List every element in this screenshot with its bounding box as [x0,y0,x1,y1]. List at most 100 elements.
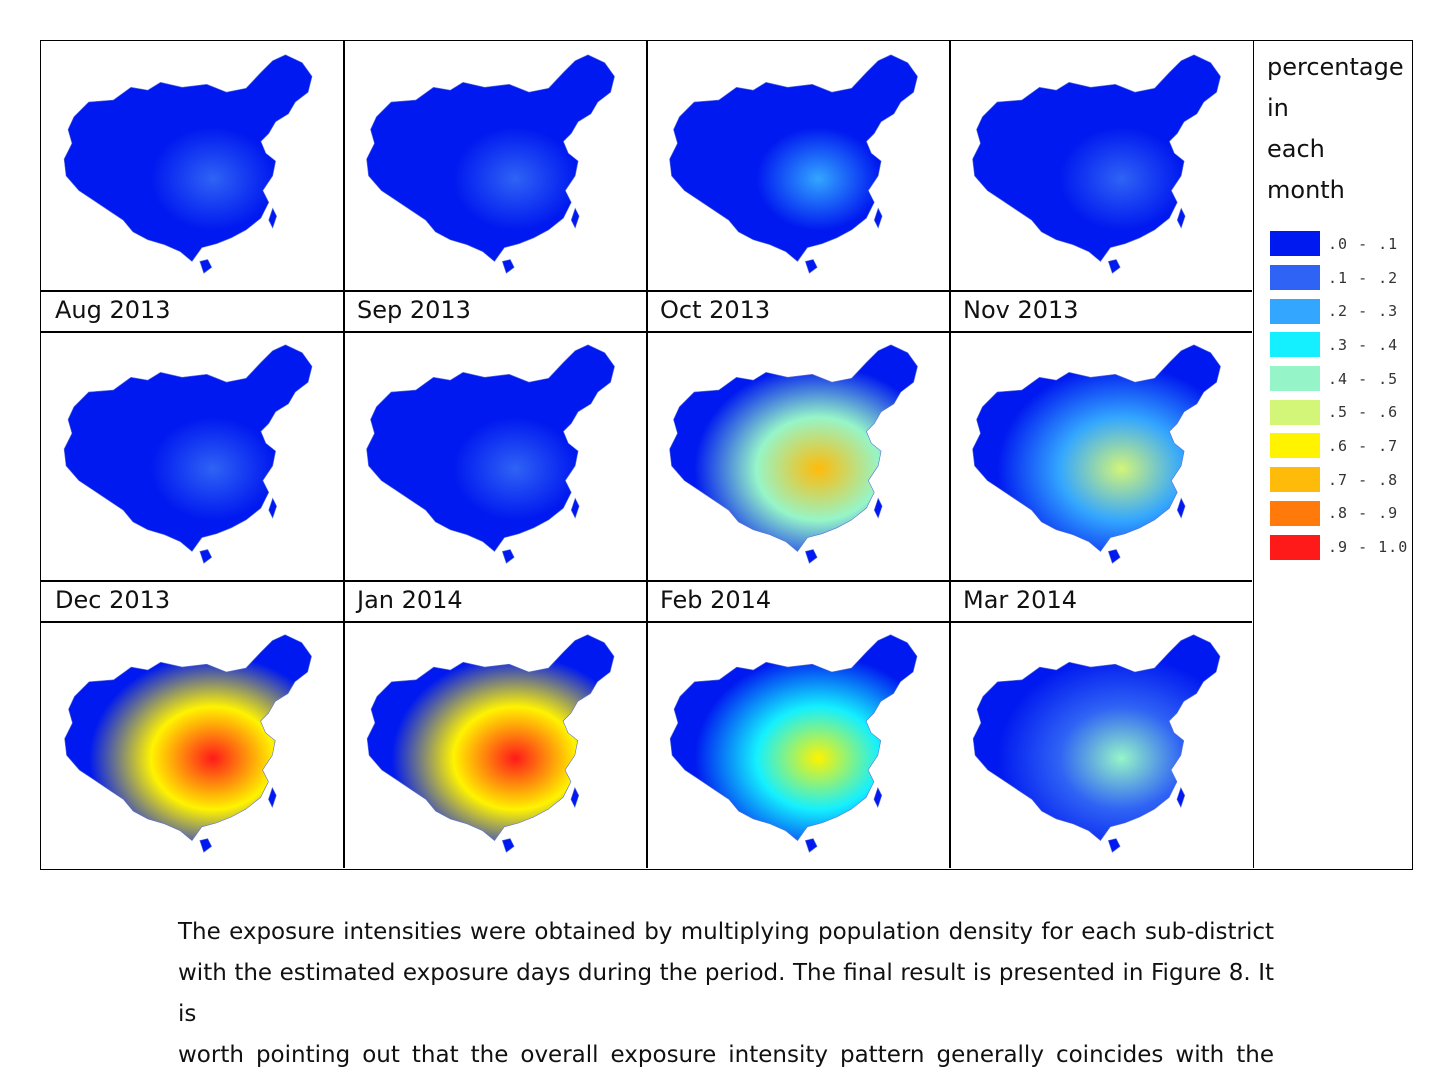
month-label: Mar 2014 [963,586,1077,614]
legend-title-line: percentage [1267,53,1404,81]
map-region-taiwan [873,497,883,519]
body-line: worth pointing out that the overall expo… [178,1042,1274,1068]
china-map [63,344,313,564]
map-panel [345,623,644,866]
map-region-hainan [199,838,212,853]
month-label: Jan 2014 [357,586,463,614]
china-map [366,54,615,274]
china-map [972,344,1221,564]
legend-item: .9 - 1.0 [1270,530,1408,564]
china-map [366,344,615,564]
map-region-mainland [63,54,313,262]
china-map [63,54,313,274]
china-map [366,634,615,853]
legend-title-line: month [1267,176,1345,204]
legend-range: .8 - .9 [1328,504,1399,523]
legend-title-line: in [1267,94,1289,122]
map-region-hainan [804,259,818,274]
map-region-mainland [64,634,312,841]
map-panel [43,43,341,287]
map-region-mainland [972,344,1221,552]
grid-divider [41,621,1252,623]
map-panel [951,43,1250,287]
map-region-hainan [501,838,515,853]
grid-divider [646,41,648,868]
map-region-mainland [366,344,615,552]
legend-range: .7 - .8 [1328,470,1399,489]
map-panel [43,333,341,577]
month-label: Nov 2013 [963,296,1079,324]
legend-swatch [1270,332,1320,358]
legend-item: .4 - .5 [1270,362,1408,396]
map-region-taiwan [873,786,883,808]
china-map [64,634,312,853]
map-region-mainland [972,634,1221,841]
map-region-hainan [1107,549,1121,564]
map-region-mainland [669,634,918,841]
map-region-taiwan [570,207,580,229]
legend-range: .0 - .1 [1328,234,1399,253]
legend-item: .2 - .3 [1270,294,1408,328]
month-label: Dec 2013 [55,586,171,614]
map-region-taiwan [1176,207,1186,229]
china-map [669,344,918,564]
legend-range: .1 - .2 [1328,268,1399,287]
legend-item: .7 - .8 [1270,463,1408,497]
body-paragraph: The exposure intensities were obtained b… [178,912,1274,1076]
grid-divider [343,41,345,868]
map-region-hainan [199,259,213,274]
map-grid: Aug 2013 Sep 2013 Oct 2013 Nov 2013 Dec 2013… [41,41,1252,868]
legend-range: .2 - .3 [1328,302,1399,321]
map-region-taiwan [268,207,277,229]
legend-range: .5 - .6 [1328,403,1399,422]
map-region-hainan [804,838,818,853]
map-region-hainan [1107,838,1121,853]
map-region-hainan [1107,259,1121,274]
legend-item: .3 - .4 [1270,328,1408,362]
map-region-hainan [501,549,515,564]
map-panel [345,333,644,577]
month-label: Oct 2013 [660,296,771,324]
legend-range: .6 - .7 [1328,436,1399,455]
legend-items: .0 - .1 .1 - .2 .2 - .3 .3 - .4 .4 - .5 .5 - … [1270,227,1408,564]
legend-swatch [1270,231,1320,257]
map-region-hainan [804,549,818,564]
map-region-taiwan [1176,497,1186,519]
map-panel [648,623,947,866]
body-line: with the estimated exposure days during … [178,960,1274,1027]
legend-swatch [1270,467,1320,493]
map-region-taiwan [570,497,580,519]
legend-item: .5 - .6 [1270,395,1408,429]
map-region-mainland [366,54,615,262]
legend: percentage in each month .0 - .1 .1 - .2.… [1253,41,1412,868]
legend-title-line: each [1267,135,1325,163]
grid-divider [41,331,1252,333]
map-panel [345,43,644,287]
legend-swatch [1270,298,1320,324]
map-region-mainland [669,344,918,552]
map-panel [648,333,947,577]
map-region-mainland [366,634,615,841]
legend-swatch [1270,433,1320,459]
map-panel [43,623,341,866]
map-region-taiwan [268,497,277,519]
china-map [669,634,918,853]
exposure-figure: Aug 2013 Sep 2013 Oct 2013 Nov 2013 Dec 2013… [40,40,1413,870]
legend-swatch [1270,500,1320,526]
grid-divider [949,41,951,868]
map-panel [951,333,1250,577]
month-label: Feb 2014 [660,586,772,614]
map-region-mainland [669,54,918,262]
legend-swatch [1270,265,1320,291]
map-region-taiwan [570,786,580,808]
china-map [669,54,918,274]
body-line: The exposure intensities were obtained b… [178,919,1274,945]
china-map [972,54,1221,274]
map-region-taiwan [268,786,277,808]
grid-divider [41,580,1252,582]
legend-swatch [1270,534,1320,560]
map-region-taiwan [873,207,883,229]
map-region-taiwan [1176,786,1186,808]
legend-range: .4 - .5 [1328,369,1399,388]
map-panel [648,43,947,287]
